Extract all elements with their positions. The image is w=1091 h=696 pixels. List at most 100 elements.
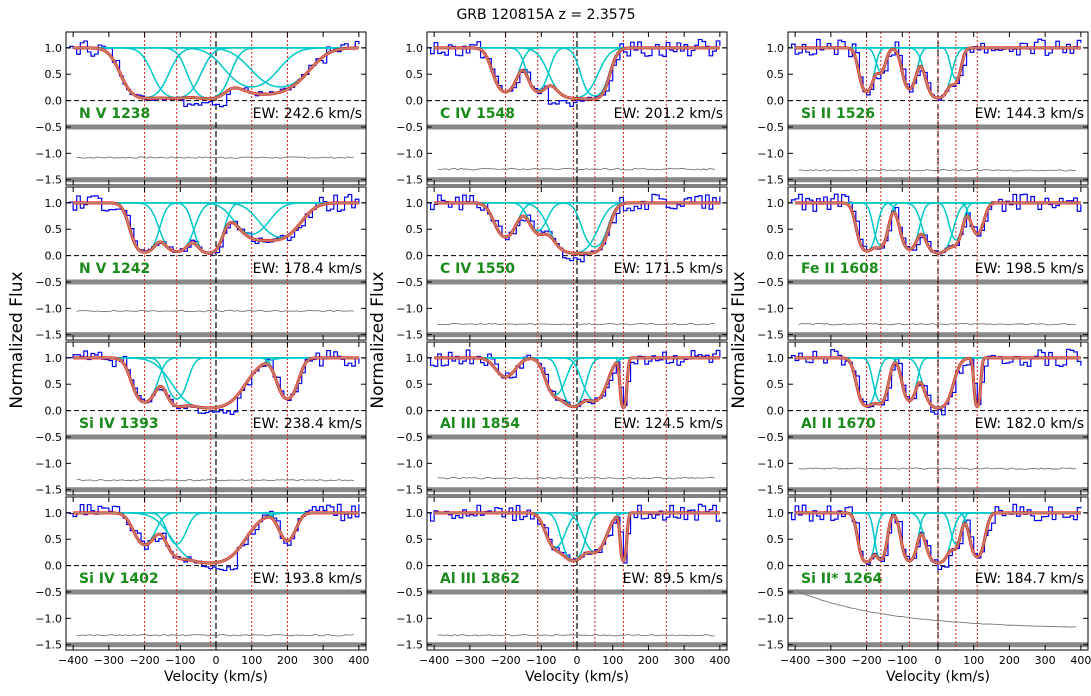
y-tick-label: −1.0	[35, 457, 62, 470]
y-tick-label: −1.5	[396, 329, 423, 342]
x-tick-label: −100	[165, 654, 195, 667]
y-tick-label: 0.0	[767, 560, 785, 573]
equivalent-width-label: EW: 89.5 km/s	[623, 571, 723, 587]
spectral-panel: 1.0 0.5 0.0 −0.5 −1.0 −1.5 C IV 1548 EW: 201.2 …	[396, 31, 728, 187]
y-tick-label: 0.5	[406, 223, 424, 236]
y-tick-label: 0.0	[45, 250, 63, 263]
y-tick-label: −1.0	[757, 302, 784, 315]
model-fit	[795, 46, 1081, 99]
y-tick-label: 1.0	[767, 197, 785, 210]
x-tick-label: −200	[129, 654, 159, 667]
x-tick-label: −400	[780, 654, 810, 667]
y-axis-label: Normalized Flux	[729, 271, 749, 408]
spectral-panel: 1.0 0.5 0.0 −0.5 −1.0 −1.5 −400 −300 −200 −100 0 10…	[757, 496, 1091, 667]
y-axis-label: Normalized Flux	[7, 271, 27, 408]
y-tick-label: 0.5	[45, 378, 63, 391]
y-tick-label: −1.5	[35, 174, 62, 187]
y-tick-label: −1.0	[35, 612, 62, 625]
panel-grid: Normalized Flux Normalized Flux Normalized…	[7, 31, 1091, 685]
error-spectrum	[76, 156, 354, 159]
x-tick-label: −300	[816, 654, 846, 667]
equivalent-width-label: EW: 238.4 km/s	[253, 416, 362, 432]
x-tick-label: 200	[999, 654, 1020, 667]
y-tick-label: −0.5	[396, 276, 423, 289]
y-tick-label: 0.0	[767, 95, 785, 108]
line-label: Si II 1526	[801, 106, 875, 122]
x-axis-label: Velocity (km/s)	[164, 669, 268, 685]
y-tick-label: 0.0	[45, 95, 63, 108]
y-tick-label: −1.0	[757, 457, 784, 470]
x-tick-label: −100	[887, 654, 917, 667]
y-tick-label: −1.0	[35, 302, 62, 315]
x-tick-label: 300	[313, 654, 334, 667]
spectral-panel: 1.0 0.5 0.0 −0.5 −1.0 −1.5 Al II 1670 EW: 182.0…	[757, 341, 1089, 497]
x-tick-label: 100	[241, 654, 262, 667]
x-tick-label: 300	[1035, 654, 1056, 667]
line-label: C IV 1548	[440, 106, 515, 122]
x-tick-label: −200	[851, 654, 881, 667]
line-label: Al III 1862	[440, 571, 520, 587]
data-spectrum	[427, 38, 721, 107]
y-tick-label: 0.5	[767, 378, 785, 391]
x-tick-label: −200	[490, 654, 520, 667]
x-tick-label: 400	[348, 654, 369, 667]
x-tick-label: −100	[526, 654, 556, 667]
equivalent-width-label: EW: 184.7 km/s	[975, 571, 1084, 587]
y-tick-label: −0.5	[757, 121, 784, 134]
x-tick-label: 200	[277, 654, 298, 667]
line-label: Fe II 1608	[801, 261, 879, 277]
error-spectrum	[798, 168, 1076, 172]
y-tick-label: −1.0	[757, 612, 784, 625]
y-tick-label: −0.5	[396, 121, 423, 134]
y-tick-label: 0.5	[45, 533, 63, 546]
y-tick-label: 1.0	[406, 42, 424, 55]
data-spectrum	[66, 40, 360, 108]
error-spectrum	[798, 591, 1076, 628]
model-fit	[795, 201, 1081, 254]
spectral-panel: 1.0 0.5 0.0 −0.5 −1.0 −1.5 Al III 1854 EW: 124.…	[396, 341, 728, 497]
x-tick-label: 200	[638, 654, 659, 667]
y-tick-label: 0.5	[45, 223, 63, 236]
y-tick-label: −0.5	[35, 121, 62, 134]
y-tick-label: 1.0	[406, 352, 424, 365]
y-tick-label: 0.5	[45, 68, 63, 81]
y-tick-label: 1.0	[45, 197, 63, 210]
error-spectrum	[437, 322, 715, 326]
model-fit	[795, 356, 1081, 409]
line-label: N V 1242	[79, 261, 150, 277]
y-tick-label: 0.5	[767, 223, 785, 236]
x-tick-label: 300	[674, 654, 695, 667]
y-tick-label: −1.5	[35, 484, 62, 497]
spectral-panel: 1.0 0.5 0.0 −0.5 −1.0 −1.5 N V 1238 EW: 242.6 k…	[35, 31, 367, 187]
spectral-panel: 1.0 0.5 0.0 −0.5 −1.0 −1.5 −400 −300 −200 −100 0 10…	[396, 496, 730, 667]
equivalent-width-label: EW: 171.5 km/s	[614, 261, 723, 277]
line-label: C IV 1550	[440, 261, 515, 277]
model-fit	[73, 356, 359, 409]
data-spectrum	[788, 503, 1082, 571]
y-tick-label: 0.0	[45, 560, 63, 573]
y-tick-label: −1.5	[757, 639, 784, 652]
data-spectrum	[66, 503, 360, 572]
model-fit	[434, 511, 720, 563]
error-spectrum	[76, 633, 354, 637]
y-tick-label: −1.0	[757, 147, 784, 160]
x-tick-label: −400	[58, 654, 88, 667]
line-label: Si IV 1402	[79, 571, 159, 587]
data-spectrum	[66, 349, 360, 415]
error-spectrum	[798, 322, 1076, 326]
model-fit	[73, 511, 359, 564]
y-tick-label: −0.5	[35, 431, 62, 444]
equivalent-width-label: EW: 193.8 km/s	[253, 571, 362, 587]
line-label: N V 1238	[79, 106, 150, 122]
y-tick-label: −0.5	[35, 276, 62, 289]
y-tick-label: 0.5	[767, 533, 785, 546]
y-axis-label: Normalized Flux	[368, 271, 388, 408]
y-tick-label: 1.0	[406, 507, 424, 520]
x-tick-label: 100	[963, 654, 984, 667]
y-tick-label: −1.5	[35, 329, 62, 342]
y-tick-label: 1.0	[45, 42, 63, 55]
equivalent-width-label: EW: 242.6 km/s	[253, 106, 362, 122]
y-tick-label: 1.0	[767, 42, 785, 55]
